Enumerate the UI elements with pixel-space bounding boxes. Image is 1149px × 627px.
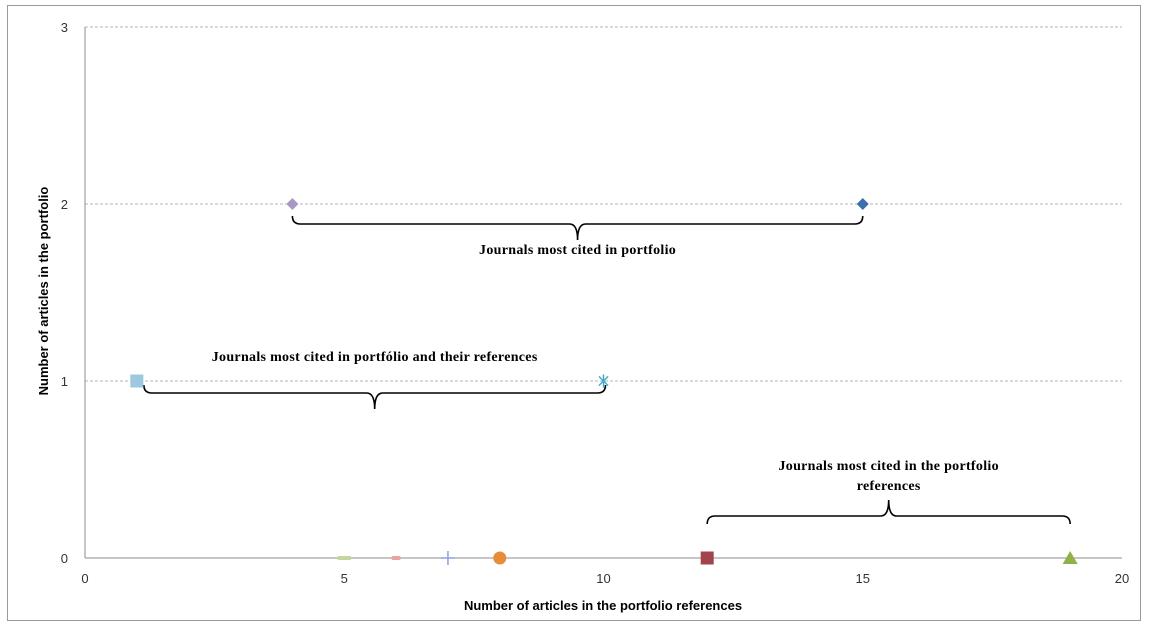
data-point-8	[493, 551, 507, 565]
y-tick-label-0: 0	[61, 551, 68, 566]
chart-frame: 0 1 2 3 0 5 10 15 20 Journals most cited in por…	[7, 5, 1141, 621]
annotation-text-1: Journals most cited in portfolio	[479, 243, 676, 258]
x-tick-label-20: 20	[1115, 571, 1129, 586]
gridlines	[85, 26, 1122, 382]
data-points	[130, 198, 1078, 565]
data-point-3	[130, 374, 144, 388]
y-axis-title: Number of articles in the portfolio	[36, 187, 51, 396]
y-tick-labels: 0 1 2 3	[61, 20, 68, 566]
annotation-text-2: Journals most cited in portfólio and the…	[212, 350, 538, 365]
y-tick-label-1: 1	[61, 374, 68, 389]
x-axis-title: Number of articles in the portfolio refe…	[464, 598, 742, 613]
x-tick-label-0: 0	[81, 571, 88, 586]
annotation-bracket-3	[706, 499, 1071, 525]
data-point-4	[598, 374, 609, 388]
annotation-text-3-line-1: Journals most cited in the portfolio	[778, 459, 998, 474]
x-tick-labels: 0 5 10 15 20	[81, 571, 1129, 586]
data-point-10	[1062, 551, 1078, 564]
annotation-text-3-line-2: references	[857, 479, 921, 494]
annotation-text-3: Journals most cited in the portfolio refe…	[778, 459, 998, 494]
axes	[84, 27, 1122, 559]
y-tick-label-2: 2	[61, 197, 68, 212]
data-point-2	[856, 198, 869, 210]
x-tick-label-15: 15	[856, 571, 870, 586]
scatter-chart: 0 1 2 3 0 5 10 15 20 Journals most cited in por…	[36, 20, 1129, 613]
annotation-bracket-2	[143, 384, 607, 410]
y-tick-label-3: 3	[61, 20, 68, 35]
data-point-1	[286, 198, 299, 210]
data-point-6	[391, 556, 401, 560]
annotation-bracket-1	[291, 215, 864, 241]
x-tick-label-10: 10	[596, 571, 610, 586]
data-point-5	[337, 556, 352, 560]
data-point-9	[700, 551, 714, 565]
data-point-7	[440, 551, 455, 565]
data-point-4-c	[598, 375, 609, 387]
x-tick-label-5: 5	[341, 571, 348, 586]
annotation-brackets: Journals most cited in portfolio Journals…	[143, 215, 1071, 525]
